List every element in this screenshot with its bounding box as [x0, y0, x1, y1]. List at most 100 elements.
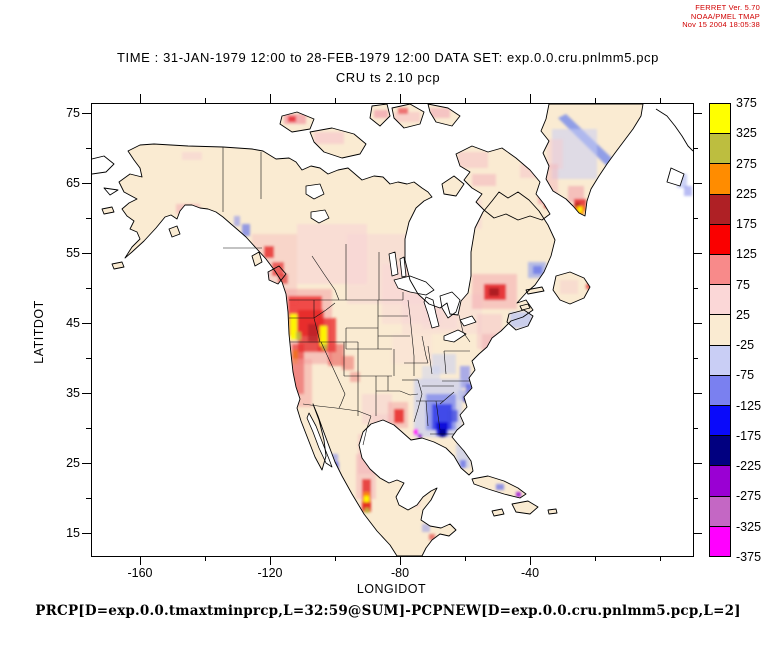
- map-canvas: [92, 104, 693, 556]
- colorbar-segment: [710, 406, 730, 437]
- tick-mark: [86, 498, 91, 499]
- tick-mark: [270, 94, 271, 103]
- y-tick-label: 75: [66, 106, 80, 120]
- coastlines: [92, 104, 693, 556]
- colorbar-tick-label: -225: [736, 459, 762, 474]
- tick-mark: [693, 253, 702, 254]
- tick-mark: [530, 94, 531, 103]
- colorbar-segment: [710, 194, 730, 225]
- tick-mark: [660, 98, 661, 103]
- colorbar-tick-label: 175: [736, 217, 757, 232]
- tick-mark: [140, 94, 141, 103]
- tick-mark: [82, 393, 91, 394]
- tick-mark: [140, 556, 141, 565]
- colorbar-tick-label: -325: [736, 519, 762, 534]
- tick-mark: [86, 218, 91, 219]
- tick-mark: [693, 358, 698, 359]
- lake-huron: [439, 291, 461, 319]
- tick-mark: [86, 288, 91, 289]
- tick-mark: [693, 463, 702, 464]
- x-axis-title: LONGIDOT: [356, 582, 427, 596]
- tick-mark: [693, 218, 698, 219]
- colorbar-tick-label: 325: [736, 126, 757, 141]
- tick-mark: [86, 148, 91, 149]
- tick-mark: [595, 556, 596, 561]
- colorbar-segment: [710, 315, 730, 346]
- tick-mark: [82, 463, 91, 464]
- colorbar-segment: [710, 375, 730, 407]
- colorbar-tick-label: -275: [736, 489, 762, 504]
- lake-winnipeg: [388, 251, 399, 277]
- tick-mark: [660, 556, 661, 561]
- ferret-version: FERRET Ver. 5.70: [695, 3, 760, 12]
- plot-title-line1: TIME : 31-JAN-1979 12:00 to 28-FEB-1979 …: [116, 50, 659, 65]
- lake-michigan: [423, 296, 440, 329]
- tick-mark: [335, 98, 336, 103]
- tick-mark: [82, 323, 91, 324]
- tick-mark: [400, 556, 401, 565]
- chukotka-coast: [92, 155, 115, 175]
- tick-mark: [693, 183, 702, 184]
- lake-ontario: [459, 315, 477, 327]
- plot-caption: PRCP[D=exp.0.0.tmaxtminprcp,L=32:59@SUM]…: [35, 603, 741, 619]
- y-tick-label: 65: [66, 176, 80, 190]
- colorbar-segment: [710, 104, 730, 135]
- tick-mark: [693, 533, 702, 534]
- colorbar-tick-label: -375: [736, 550, 762, 564]
- tick-mark: [465, 556, 466, 561]
- lakes: [305, 183, 477, 468]
- colorbar-tick-label: 125: [736, 247, 757, 262]
- colorbar-tick-label: -175: [736, 428, 762, 443]
- colorbar-segment: [710, 255, 730, 286]
- iceland-fjords: [666, 167, 685, 187]
- lake-superior: [393, 275, 435, 296]
- tick-mark: [335, 556, 336, 561]
- chukotka-islet: [103, 187, 119, 196]
- tick-mark: [465, 98, 466, 103]
- colorbar-tick-label: 25: [736, 307, 750, 322]
- tick-mark: [693, 323, 702, 324]
- colorbar-segment: [710, 134, 730, 165]
- ferret-timestamp: Nov 15 2004 18:05:38: [682, 20, 760, 29]
- colorbar-segment: [710, 466, 730, 497]
- y-axis-title: LATITDOT: [32, 300, 46, 364]
- ferret-org: NOAA/PMEL TMAP: [690, 11, 760, 21]
- y-tick-label: 55: [66, 246, 80, 260]
- colorbar-tick-label: 75: [736, 277, 750, 292]
- tick-mark: [693, 148, 698, 149]
- iceland-coast: [655, 108, 693, 152]
- tick-mark: [400, 94, 401, 103]
- colorbar-segment: [710, 496, 730, 527]
- x-tick-label: -80: [390, 566, 410, 580]
- x-tick-label: -160: [127, 566, 153, 580]
- colorbar-segment: [710, 526, 730, 557]
- y-tick-label: 15: [66, 526, 80, 540]
- x-tick-label: -40: [520, 566, 540, 580]
- y-tick-label: 25: [66, 456, 80, 470]
- borders: [222, 147, 471, 446]
- colorbar-segment: [710, 285, 730, 316]
- tick-mark: [530, 556, 531, 565]
- tick-mark: [86, 358, 91, 359]
- st-lawrence-island: [101, 206, 115, 215]
- colorbar: [709, 103, 731, 557]
- great-slave-lake: [310, 209, 330, 224]
- great-bear-lake: [305, 183, 325, 200]
- tick-mark: [693, 428, 698, 429]
- tick-mark: [595, 98, 596, 103]
- tick-mark: [82, 253, 91, 254]
- tick-mark: [82, 533, 91, 534]
- colorbar-tick-label: -75: [736, 368, 755, 383]
- map-plot-area: [91, 103, 694, 557]
- tick-mark: [82, 113, 91, 114]
- lake-erie: [443, 329, 467, 343]
- tick-mark: [693, 113, 702, 114]
- colorbar-segment: [710, 345, 730, 376]
- colorbar-segment: [710, 436, 730, 467]
- colorbar-tick-label: 375: [736, 96, 757, 110]
- y-tick-label: 45: [66, 316, 80, 330]
- colorbar-tick-label: -25: [736, 338, 755, 353]
- colorbar-segment: [710, 224, 730, 256]
- tick-mark: [270, 556, 271, 565]
